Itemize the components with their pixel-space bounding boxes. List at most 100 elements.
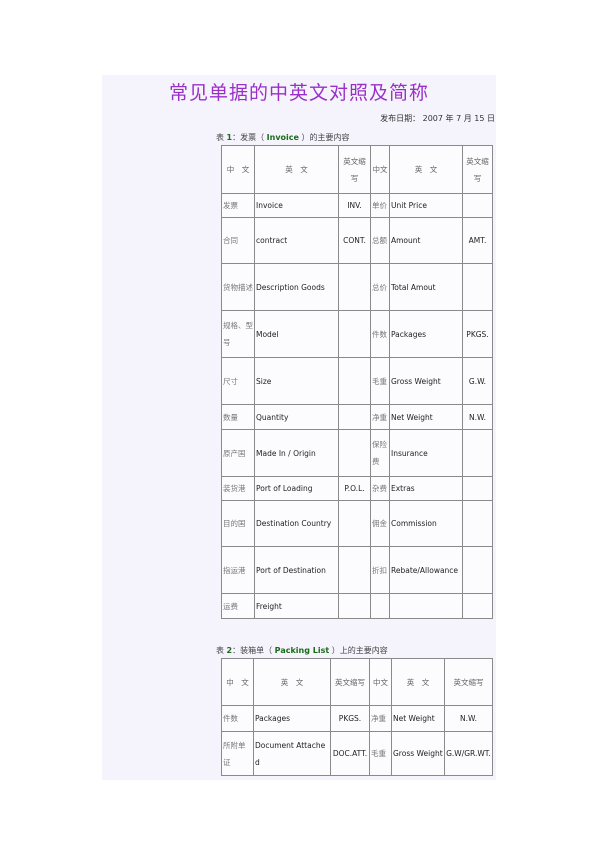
table-cell (462, 263, 493, 311)
table-cell (462, 500, 493, 547)
table-cell: 折扣 (370, 546, 390, 594)
table-cell: 总价 (370, 263, 390, 311)
page-title: 常见单据的中英文对照及简称 (168, 82, 429, 104)
date-month: 7 (456, 114, 462, 123)
invoice-table: 中 文英 文英文缩写 中文英 文英文缩写 发票 Invoice INV. 单价 Unit P… (221, 145, 493, 619)
table-cell (462, 546, 493, 594)
header-cell: 英 文 (389, 145, 463, 194)
table-cell: Port of Destination (254, 546, 339, 594)
table-cell: Commission (389, 500, 463, 547)
table-cell (370, 593, 390, 619)
header-cell: 英 文 (391, 658, 445, 706)
table-cell (338, 263, 371, 311)
caption-text: ：装箱单（ (232, 646, 273, 655)
publish-date: 发布日期： 2007 年 7 月 15 日 (380, 113, 495, 124)
table-cell: 指运港 (221, 546, 255, 594)
table-cell: 件数 (221, 705, 254, 732)
table-cell: PKGS. (462, 310, 493, 358)
table-cell: CONT. (338, 217, 371, 264)
table-cell: Invoice (254, 193, 339, 218)
date-year: 2007 (422, 114, 443, 123)
table-cell: 毛重 (370, 357, 390, 405)
table-cell: 所附单证 (221, 731, 254, 776)
table-row: 运费 Freight (221, 593, 493, 619)
table-cell: Amount (389, 217, 463, 264)
table-cell (462, 429, 493, 477)
table-cell: Freight (254, 593, 339, 619)
table-cell: 目的国 (221, 500, 255, 547)
table-cell (338, 429, 371, 477)
date-day: 15 (474, 114, 485, 123)
packing-list-table: 中 文英 文英文缩写 中文英 文英文缩写 件数 Packages PKGS. 净重 Net … (221, 658, 493, 776)
table-cell: 货物描述 (221, 263, 255, 311)
table-cell: Port of Loading (254, 476, 339, 501)
table-row: 原产国 Made In / Origin 保险费 Insurance (221, 429, 493, 477)
caption-suffix: ）的主要内容 (301, 133, 350, 142)
caption-prefix: 表 (216, 133, 224, 142)
date-day-unit: 日 (487, 114, 495, 123)
table-row: 发票 Invoice INV. 单价 Unit Price (221, 193, 493, 218)
table-cell: 总额 (370, 217, 390, 264)
table-cell: Description Goods (254, 263, 339, 311)
table-cell: Net Weight (389, 404, 463, 430)
table-cell: Gross Weight (391, 731, 445, 776)
table-cell (338, 357, 371, 405)
table-cell (389, 593, 463, 619)
table-row: 所附单证 Document Attached DOC.ATT. 毛重 Gross Wei… (221, 731, 493, 776)
table-cell: 件数 (370, 310, 390, 358)
caption-name: Packing List (274, 646, 330, 655)
caption-prefix: 表 (216, 646, 224, 655)
table-row: 目的国 Destination Country 佣金 Commission (221, 500, 493, 547)
date-month-unit: 月 (463, 114, 472, 123)
table-cell: 规格、型号 (221, 310, 255, 358)
table-cell: 毛重 (369, 731, 392, 776)
table-cell: 合同 (221, 217, 255, 264)
table-cell: 净重 (370, 404, 390, 430)
table-cell: Size (254, 357, 339, 405)
table-row: 合同 contract CONT. 总额 Amount AMT. (221, 217, 493, 264)
table-cell: Extras (389, 476, 463, 501)
caption-suffix: ）上的主要内容 (331, 646, 388, 655)
header-cell: 英文缩写 (330, 658, 370, 706)
table-cell: G.W. (462, 357, 493, 405)
header-cell: 英文缩写 (462, 145, 493, 194)
table-header-row: 中 文英 文英文缩写 中文英 文英文缩写 (221, 145, 493, 194)
table-cell: 原产国 (221, 429, 255, 477)
header-cell: 中文 (370, 145, 390, 194)
table-cell: Model (254, 310, 339, 358)
table-cell (338, 500, 371, 547)
table-cell: Packages (253, 705, 331, 732)
header-cell: 英文缩写 (338, 145, 371, 194)
table-cell: Unit Price (389, 193, 463, 218)
header-cell: 中 文 (221, 658, 254, 706)
table-row: 指运港 Port of Destination 折扣 Rebate/Allowance (221, 546, 493, 594)
header-cell: 中 文 (221, 145, 255, 194)
table-cell (338, 404, 371, 430)
table-cell: Net Weight (391, 705, 445, 732)
caption-name: Invoice (266, 133, 299, 142)
table-cell (338, 310, 371, 358)
table2-caption: 表 2：装箱单（ Packing List ）上的主要内容 (216, 645, 388, 656)
caption-text: ：发票（ (232, 133, 265, 142)
table-cell: 佣金 (370, 500, 390, 547)
table-cell (462, 193, 493, 218)
table-cell (462, 593, 493, 619)
header-cell: 中文 (369, 658, 392, 706)
table-cell: Destination Country (254, 500, 339, 547)
table-cell: 运费 (221, 593, 255, 619)
table-cell: Insurance (389, 429, 463, 477)
table-cell: 装货港 (221, 476, 255, 501)
table-cell: N.W. (462, 404, 493, 430)
table-cell: 净重 (369, 705, 392, 732)
table-cell: Rebate/Allowance (389, 546, 463, 594)
date-label: 发布日期： (380, 114, 421, 123)
table-cell: INV. (338, 193, 371, 218)
header-cell: 英 文 (254, 145, 339, 194)
table-cell: 单价 (370, 193, 390, 218)
table-row: 件数 Packages PKGS. 净重 Net Weight N.W. (221, 705, 493, 732)
header-cell: 英 文 (253, 658, 331, 706)
table-row: 装货港 Port of Loading P.O.L. 杂费 Extras (221, 476, 493, 501)
table-cell: AMT. (462, 217, 493, 264)
table-cell: 数量 (221, 404, 255, 430)
table1-caption: 表 1：发票（ Invoice ）的主要内容 (216, 132, 350, 143)
